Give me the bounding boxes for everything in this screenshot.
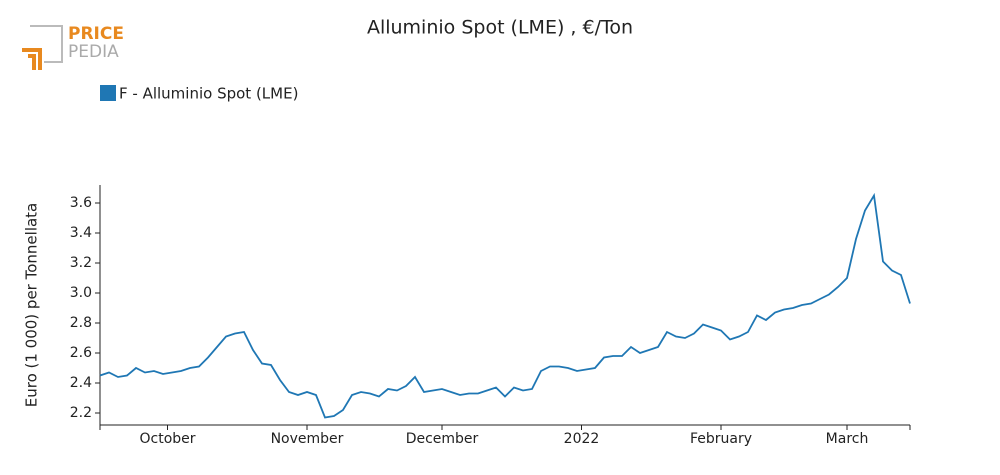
- y-tick-label: 3.4: [70, 225, 92, 241]
- x-tick-label: 2022: [564, 431, 600, 447]
- y-tick-label: 3.2: [70, 255, 92, 271]
- logo-text: PEDIA: [68, 42, 119, 62]
- line: [99, 192, 911, 419]
- x-tick-label: November: [271, 431, 344, 447]
- logo-mark: [22, 48, 42, 70]
- y-axis-label: Euro (1 000) per Tonnellata: [23, 203, 41, 408]
- y-tick-label: 2.4: [70, 375, 92, 391]
- y-tick-label: 2.2: [70, 405, 92, 421]
- logo-frame: [30, 25, 63, 63]
- logo-text: PRICE: [68, 24, 124, 44]
- y-tick-label: 3.0: [70, 285, 92, 301]
- x-tick-label: March: [826, 431, 869, 447]
- legend-swatch: [100, 85, 116, 101]
- y-tick-label: 2.6: [70, 345, 92, 361]
- y-tick-label: 3.6: [70, 195, 92, 211]
- legend-label: F - Alluminio Spot (LME): [119, 85, 298, 103]
- chart-title: Alluminio Spot (LME) , €/Ton: [367, 17, 633, 39]
- logo: PRICE PEDIA: [22, 24, 124, 70]
- x-tick-label: February: [690, 431, 752, 447]
- y-tick-label: 2.8: [70, 315, 92, 331]
- x-tick-label: October: [139, 431, 195, 447]
- x-tick-label: December: [406, 431, 479, 447]
